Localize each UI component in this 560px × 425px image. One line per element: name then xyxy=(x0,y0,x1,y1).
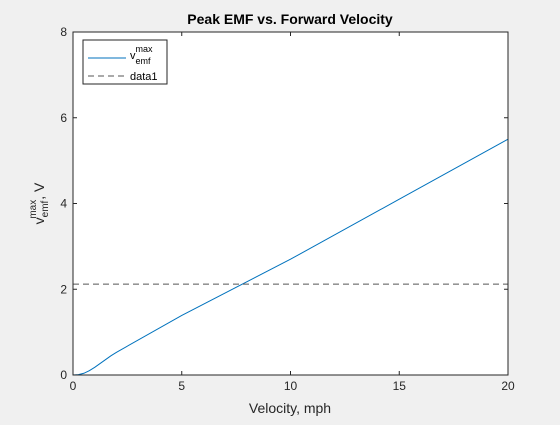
legend-label-series-1-superscript: max xyxy=(136,44,154,54)
y-tick-label: 6 xyxy=(60,111,67,125)
x-tick-label: 10 xyxy=(284,379,298,393)
legend-label-series-1: vmax emf xyxy=(130,44,153,66)
svg-text:vemfmax, V: vemfmax, V xyxy=(28,182,51,224)
legend-label-series-1-base: v xyxy=(130,50,136,62)
legend-label-series-2: data1 xyxy=(130,71,158,83)
y-tick-label: 8 xyxy=(60,25,67,39)
y-axis-label: vemfmax, V xyxy=(28,182,51,224)
legend-box xyxy=(82,39,168,85)
x-tick-label: 5 xyxy=(178,379,185,393)
plot-lines xyxy=(72,138,509,376)
legend-label-series-1-subscript: emf xyxy=(136,56,152,66)
y-axis-label-superscript: max xyxy=(28,200,39,219)
x-axis-label: Velocity, mph xyxy=(249,400,331,416)
y-axis-label-subscript: emf xyxy=(40,200,51,217)
y-tick-label: 0 xyxy=(60,368,67,382)
y-tick-label: 2 xyxy=(60,282,67,296)
series-line-1 xyxy=(72,138,509,376)
axes-box xyxy=(72,31,509,376)
chart-title: Peak EMF vs. Forward Velocity xyxy=(187,11,393,27)
x-tick-label: 0 xyxy=(70,379,77,393)
x-tick-label: 20 xyxy=(501,379,515,393)
y-tick-label: 4 xyxy=(60,197,67,211)
legend: vmax emf data1 xyxy=(82,39,168,85)
axes-background xyxy=(73,32,508,375)
y-axis-label-base: v xyxy=(31,217,47,224)
x-tick-label: 15 xyxy=(393,379,407,393)
y-axis-label-suffix: , V xyxy=(31,182,47,200)
